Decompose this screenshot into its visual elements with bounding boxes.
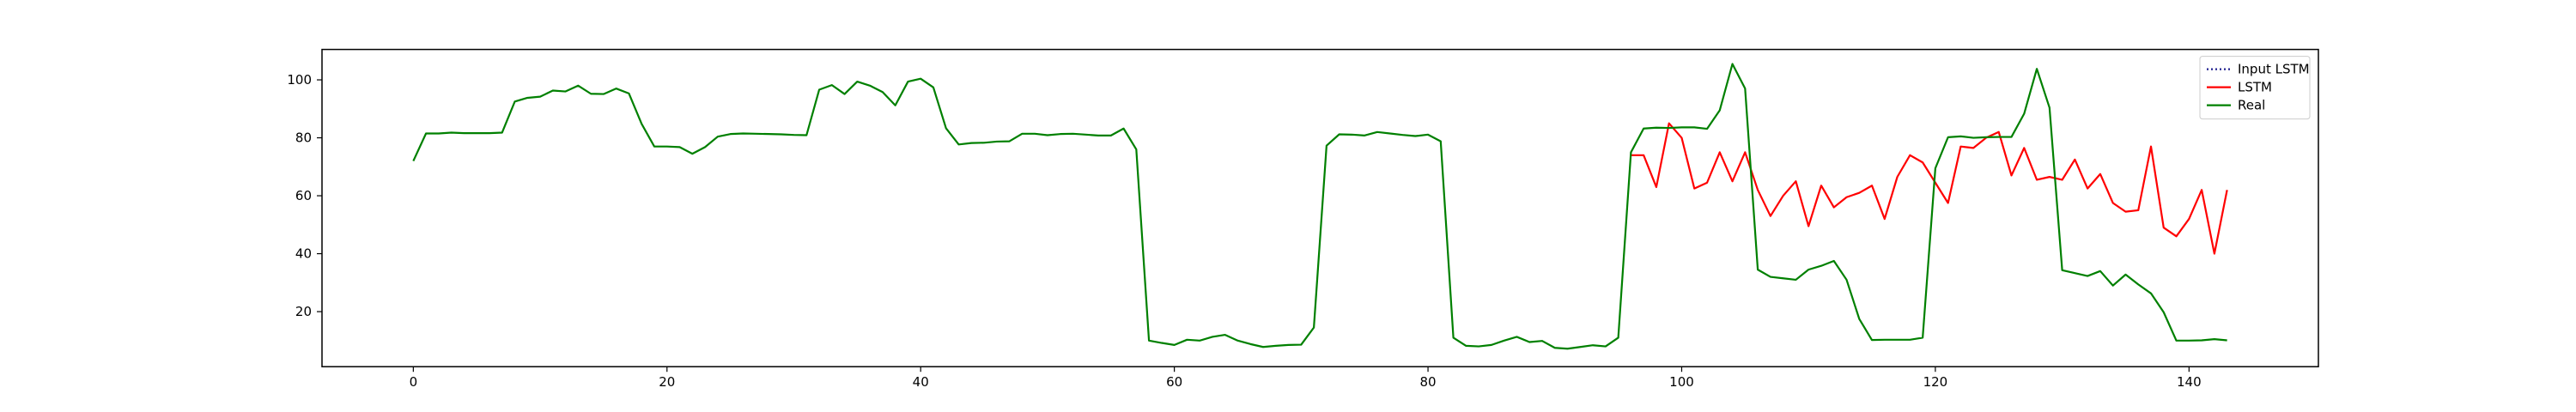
legend-box <box>2199 56 2311 120</box>
y-tick-label: 60 <box>295 188 312 203</box>
legend-label-input-lstm: Input LSTM <box>2238 62 2310 77</box>
series-line-lstm <box>1631 122 2228 255</box>
series-line-real <box>412 63 2227 350</box>
legend-label-real: Real <box>2238 98 2265 113</box>
x-tick-label: 20 <box>659 374 675 390</box>
x-axis-ticks: 0 20 40 60 80 100 120 140 <box>410 367 2202 390</box>
y-axis-ticks: 20 40 60 80 100 <box>287 72 322 319</box>
series-layer <box>412 63 2228 350</box>
y-tick-label: 20 <box>295 304 312 319</box>
y-tick-label: 80 <box>295 130 312 146</box>
y-tick-label: 100 <box>287 72 312 88</box>
y-tick-label: 40 <box>295 246 312 262</box>
x-tick-label: 0 <box>410 374 418 390</box>
x-tick-label: 120 <box>1923 374 1948 390</box>
axes-frame <box>321 48 2319 367</box>
x-tick-label: 140 <box>2177 374 2202 390</box>
legend: Input LSTM LSTM Real <box>2199 56 2311 120</box>
x-tick-label: 40 <box>913 374 929 390</box>
x-tick-label: 60 <box>1166 374 1182 390</box>
x-tick-label: 100 <box>1669 374 1694 390</box>
x-tick-label: 80 <box>1420 374 1437 390</box>
legend-label-lstm: LSTM <box>2238 80 2272 95</box>
plot-area <box>322 49 2318 367</box>
